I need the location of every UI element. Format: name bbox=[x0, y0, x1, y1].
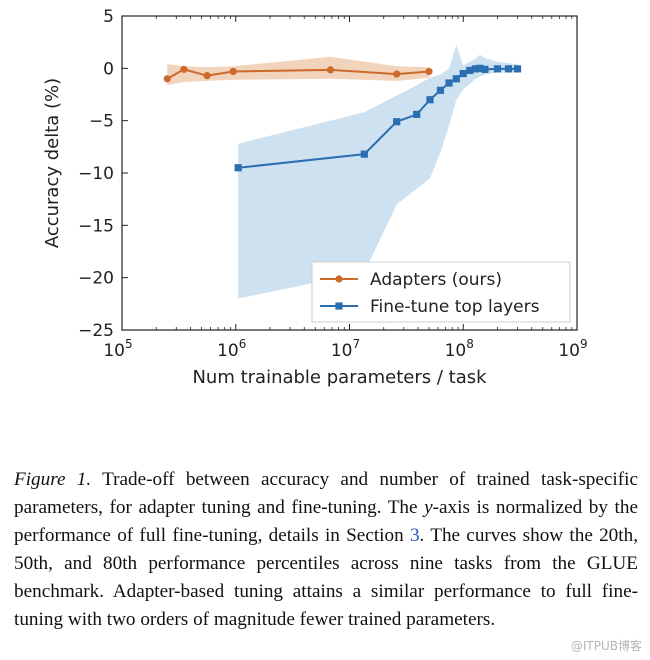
y-tick-label: 0 bbox=[103, 59, 114, 79]
x-tick-label: 106 bbox=[217, 337, 246, 361]
legend-swatch-marker bbox=[335, 302, 343, 310]
series-1-point bbox=[413, 110, 421, 118]
series-0-point bbox=[326, 66, 335, 74]
series-0-point bbox=[163, 75, 171, 83]
caption-label: Figure 1. bbox=[14, 469, 92, 491]
series-1-point bbox=[426, 96, 434, 104]
x-tick-label: 105 bbox=[103, 337, 132, 361]
series-1-point bbox=[481, 65, 489, 73]
caption-text-2: -axis is normalized by the performance o… bbox=[14, 497, 638, 547]
legend-entry-label: Fine-tune top layers bbox=[370, 297, 540, 317]
series-1-point bbox=[436, 86, 445, 94]
series-1-point bbox=[452, 75, 460, 83]
series-0-point bbox=[229, 67, 237, 76]
series-1-point bbox=[234, 164, 242, 172]
series-0-point bbox=[180, 65, 188, 73]
y-tick-label: 5 bbox=[103, 7, 114, 27]
figure-caption: Figure 1. Trade-off between accuracy and… bbox=[14, 466, 638, 634]
x-tick-label: 108 bbox=[445, 337, 474, 361]
series-1-point bbox=[459, 69, 467, 78]
series-1-point bbox=[393, 118, 401, 126]
legend-entry-label: Adapters (ours) bbox=[370, 270, 502, 290]
caption-y-axis-word: y bbox=[424, 497, 433, 519]
series-1-point bbox=[493, 65, 502, 73]
watermark: @ITPUB博客 bbox=[570, 639, 642, 653]
section-reference-link[interactable]: 3 bbox=[409, 525, 420, 547]
legend-box bbox=[311, 261, 571, 323]
series-1-point bbox=[504, 65, 513, 73]
y-tick-label: −5 bbox=[89, 112, 114, 132]
y-tick-label: −15 bbox=[78, 216, 114, 236]
figure-chart: 5 0 −5 −10 −15 −20 −25 105 106 107 108 109 Num train… bbox=[42, 7, 588, 388]
series-1-point bbox=[445, 79, 453, 87]
caption-text-3: . The curves show the 20th, 50th, and 80… bbox=[14, 525, 638, 631]
x-axis-label: Num trainable parameters / task bbox=[192, 367, 487, 388]
y-tick-label: −20 bbox=[78, 269, 114, 289]
series-1-point bbox=[476, 64, 484, 72]
series-0-point bbox=[393, 70, 401, 78]
y-tick-label: −10 bbox=[78, 164, 114, 184]
x-tick-label: 109 bbox=[558, 337, 587, 361]
y-axis-label: Accuracy delta (%) bbox=[42, 78, 63, 248]
caption-text-1: Trade-off between accuracy and number of… bbox=[14, 469, 638, 519]
series-0-point bbox=[425, 67, 433, 76]
legend-swatch-marker bbox=[335, 275, 343, 283]
series-1-point bbox=[360, 150, 368, 158]
y-tick-label: −25 bbox=[78, 321, 114, 341]
series-1-point bbox=[471, 65, 480, 73]
x-tick-label: 107 bbox=[331, 337, 360, 361]
series-0-point bbox=[203, 72, 211, 80]
series-1-percentile-band bbox=[238, 45, 518, 299]
series-1-point bbox=[466, 66, 474, 75]
series-1-point bbox=[513, 65, 522, 73]
